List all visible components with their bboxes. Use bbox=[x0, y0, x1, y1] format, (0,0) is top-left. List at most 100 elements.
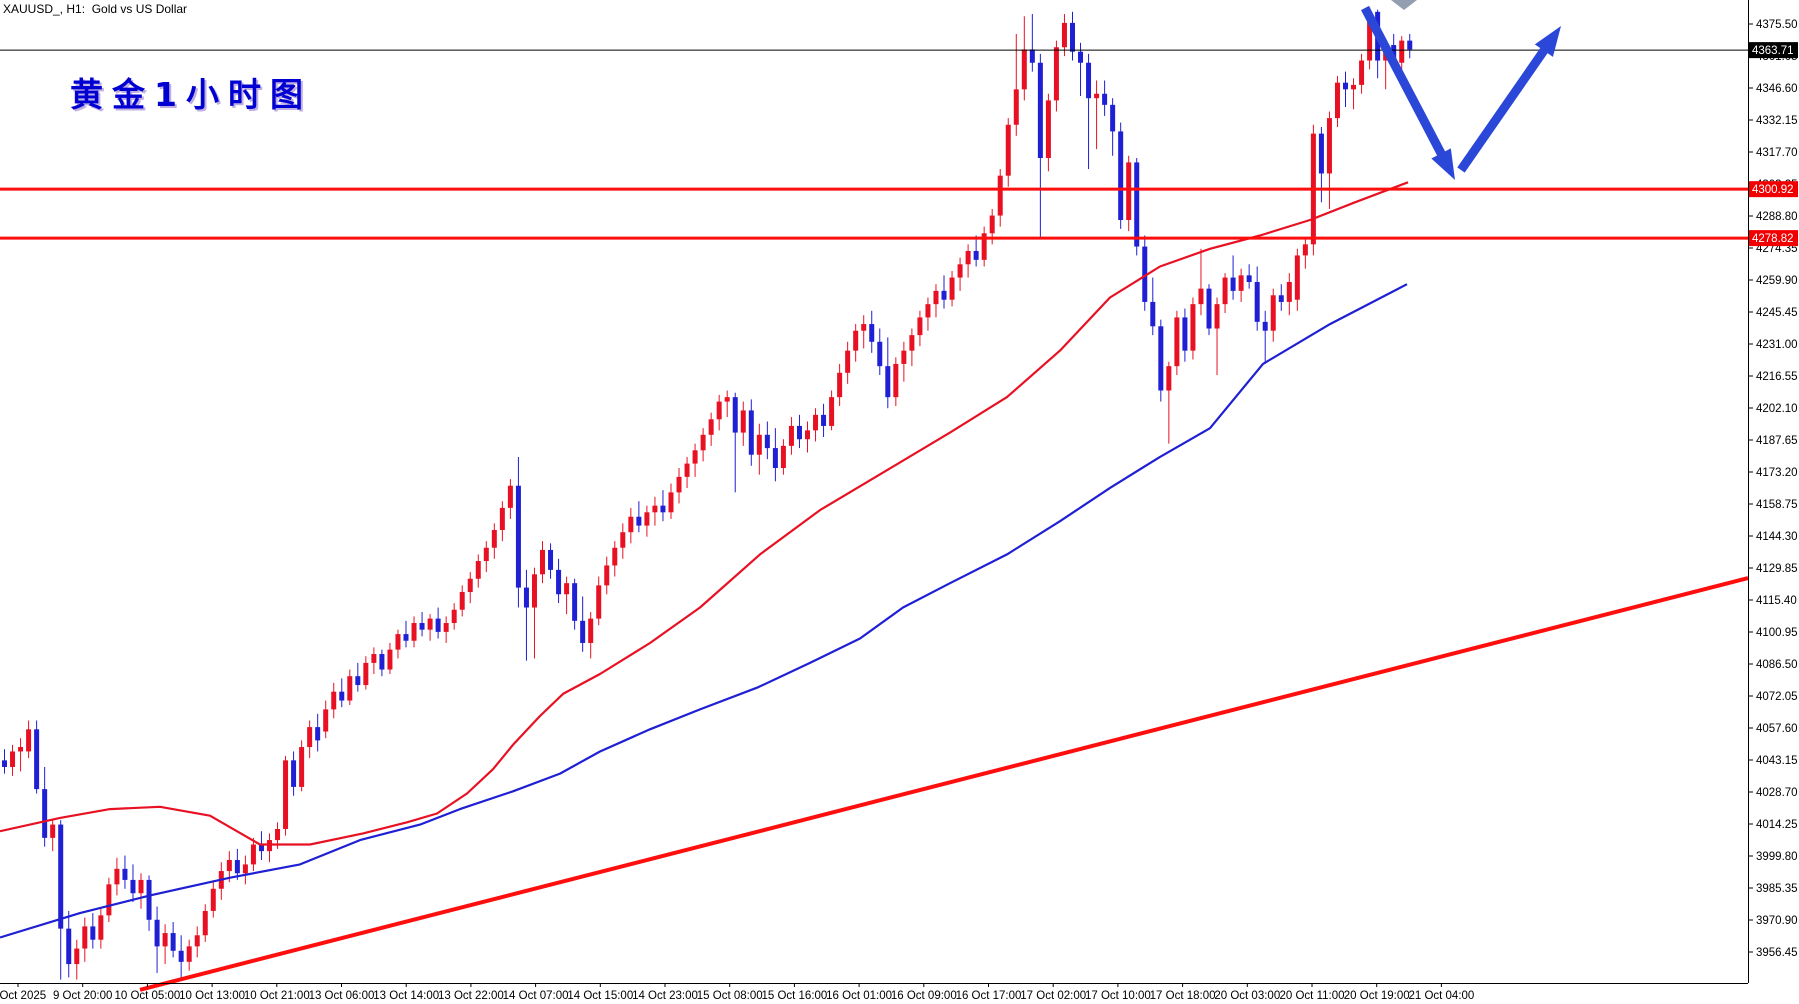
candle-bull bbox=[226, 859, 232, 872]
candle-bull bbox=[989, 215, 995, 234]
time-tick-label: 17 Oct 02:00 bbox=[1020, 990, 1086, 1002]
candle-bull bbox=[596, 585, 602, 619]
candle-bear bbox=[515, 485, 521, 588]
ma-blue-line[interactable] bbox=[0, 283, 1408, 939]
candle-bear bbox=[1110, 104, 1116, 132]
time-tick-label: 14 Oct 07:00 bbox=[503, 990, 569, 1002]
time-tick-label: 9 Oct 2025 bbox=[0, 990, 46, 1002]
candle-bull bbox=[1045, 100, 1051, 158]
candle-bull bbox=[307, 727, 313, 748]
candle-bull bbox=[716, 401, 722, 420]
candle-bull bbox=[491, 530, 497, 548]
time-tick-label: 13 Oct 14:00 bbox=[373, 990, 439, 1002]
price-tick-label: 4259.90 bbox=[1756, 275, 1798, 287]
candle-bull bbox=[483, 547, 489, 562]
candle-bull bbox=[114, 868, 120, 885]
candle-bull bbox=[1270, 295, 1276, 331]
price-tick-label: 4202.10 bbox=[1756, 403, 1798, 415]
time-tick-label: 15 Oct 16:00 bbox=[761, 990, 827, 1002]
candle-bear bbox=[291, 760, 297, 787]
arrow-head-icon bbox=[1431, 148, 1455, 180]
candle-bull bbox=[829, 397, 835, 426]
price-tick-label: 4216.55 bbox=[1756, 371, 1798, 383]
candle-bull bbox=[1166, 366, 1172, 391]
candle-bull bbox=[1053, 47, 1059, 101]
candle-bull bbox=[700, 434, 706, 451]
candle-bull bbox=[917, 317, 923, 336]
ma-red-line[interactable] bbox=[0, 181, 1409, 846]
ascending-trend-line[interactable] bbox=[139, 576, 1749, 992]
time-tick-label: 16 Oct 01:00 bbox=[826, 990, 892, 1002]
arrow-shaft-icon bbox=[1361, 5, 1448, 161]
candle-bear bbox=[419, 623, 425, 630]
candle-bull bbox=[1302, 244, 1308, 256]
price-tick-label: 4173.20 bbox=[1756, 467, 1798, 479]
candle-bull bbox=[459, 592, 465, 610]
candle-bear bbox=[1254, 281, 1260, 322]
time-tick-label: 17 Oct 10:00 bbox=[1085, 990, 1151, 1002]
candle-bear bbox=[1069, 22, 1075, 52]
candle-bull bbox=[1094, 93, 1100, 99]
candle-bear bbox=[42, 789, 48, 838]
candle-bear bbox=[869, 324, 875, 342]
price-tick-label: 4014.25 bbox=[1756, 819, 1798, 831]
candle-bear bbox=[66, 928, 72, 965]
forecast-arrow-down[interactable] bbox=[1361, 5, 1455, 180]
candle-bull bbox=[652, 505, 658, 513]
chart-title: XAUUSD_, H1: Gold vs US Dollar bbox=[3, 2, 188, 16]
candle-bear bbox=[941, 290, 947, 300]
candle-bull bbox=[395, 634, 401, 650]
candle-bear bbox=[379, 654, 385, 670]
candle-bull bbox=[1005, 124, 1011, 176]
candle-bear bbox=[1158, 326, 1164, 391]
candle-bull bbox=[1198, 288, 1204, 305]
candle-bull bbox=[925, 304, 931, 318]
time-tick-label: 17 Oct 18:00 bbox=[1150, 990, 1216, 1002]
candle-bull bbox=[1367, 11, 1373, 61]
candle-bull bbox=[427, 618, 433, 630]
candle-bear bbox=[1150, 301, 1156, 327]
candle-bull bbox=[1326, 118, 1332, 174]
candle-bear bbox=[1407, 40, 1413, 50]
price-tick-label: 4288.80 bbox=[1756, 211, 1798, 223]
time-tick-label: 21 Oct 04:00 bbox=[1408, 990, 1474, 1002]
candle-bear bbox=[339, 691, 345, 701]
candle-bear bbox=[523, 587, 529, 608]
candle-bear bbox=[1278, 295, 1284, 302]
candle-bear bbox=[1230, 277, 1236, 291]
candle-bull bbox=[443, 623, 449, 632]
candle-bull bbox=[371, 654, 377, 663]
candle-bull bbox=[1214, 304, 1220, 329]
candle-bull bbox=[26, 729, 32, 752]
time-tick-label: 14 Oct 23:00 bbox=[632, 990, 698, 1002]
forecast-arrow-up[interactable] bbox=[1457, 26, 1561, 173]
candle-bear bbox=[1262, 321, 1268, 331]
candle-bull bbox=[957, 264, 963, 278]
time-tick-label: 10 Oct 13:00 bbox=[179, 990, 245, 1002]
candle-bull bbox=[813, 414, 819, 431]
price-tick-label: 4072.05 bbox=[1756, 691, 1798, 703]
time-tick-label: 10 Oct 05:00 bbox=[114, 990, 180, 1002]
candle-bull bbox=[901, 350, 907, 364]
candle-bull bbox=[965, 250, 971, 265]
price-tick-label: 4346.60 bbox=[1756, 83, 1798, 95]
candle-bear bbox=[821, 414, 827, 426]
candle-bear bbox=[796, 425, 802, 440]
candle-bull bbox=[242, 864, 248, 874]
candle-bull bbox=[668, 492, 674, 513]
candle-bear bbox=[170, 933, 176, 951]
candle-bull bbox=[1334, 82, 1340, 119]
price-tick-label: 4231.00 bbox=[1756, 339, 1798, 351]
time-tick-label: 15 Oct 08:00 bbox=[697, 990, 763, 1002]
candle-bull bbox=[210, 888, 216, 911]
level-price-badge-bg bbox=[1749, 230, 1798, 247]
candle-bull bbox=[845, 350, 851, 373]
time-tick-label: 20 Oct 11:00 bbox=[1280, 990, 1345, 1002]
candle-bear bbox=[58, 824, 64, 929]
candle-bull bbox=[467, 578, 473, 593]
candle-bull bbox=[499, 507, 505, 531]
time-tick-label: 13 Oct 22:00 bbox=[438, 990, 504, 1002]
